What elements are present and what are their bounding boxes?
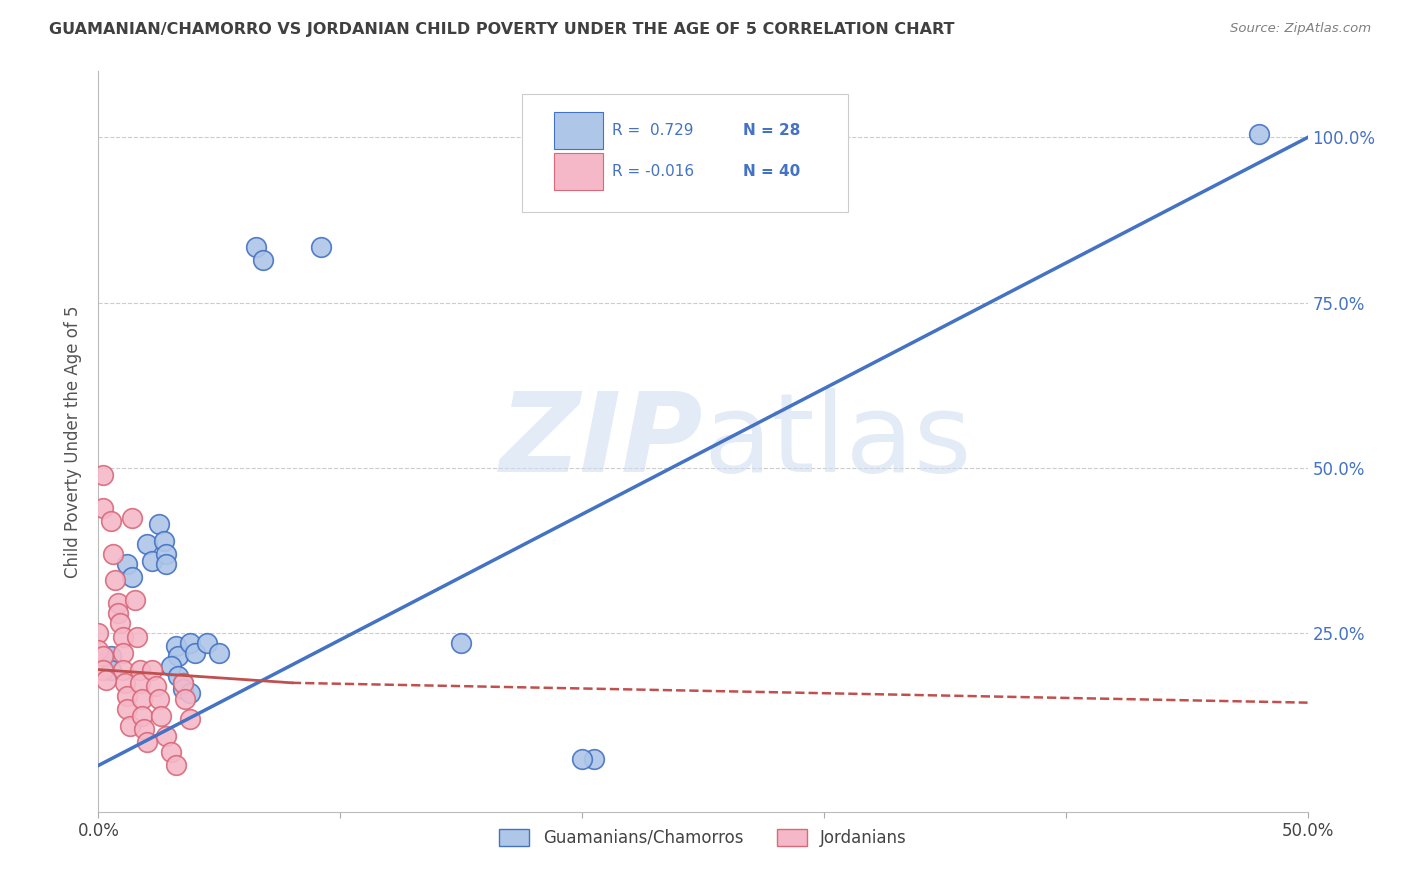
Point <box>111 663 134 677</box>
Point <box>145 679 167 693</box>
Point <box>165 640 187 654</box>
FancyBboxPatch shape <box>522 94 848 212</box>
Point <box>104 574 127 588</box>
Point <box>155 557 177 571</box>
Point <box>252 252 274 267</box>
Text: ZIP: ZIP <box>499 388 703 495</box>
Point <box>160 745 183 759</box>
Point <box>100 514 122 528</box>
Point <box>172 682 194 697</box>
Point <box>135 735 157 749</box>
Point <box>118 719 141 733</box>
Point <box>309 239 332 253</box>
Point <box>208 646 231 660</box>
Point <box>160 659 183 673</box>
Point <box>152 533 174 548</box>
Point <box>1249 127 1271 141</box>
Point <box>179 712 201 726</box>
Text: GUAMANIAN/CHAMORRO VS JORDANIAN CHILD POVERTY UNDER THE AGE OF 5 CORRELATION CHA: GUAMANIAN/CHAMORRO VS JORDANIAN CHILD PO… <box>49 22 955 37</box>
Point <box>91 663 114 677</box>
Point <box>167 649 190 664</box>
Point <box>155 547 177 561</box>
Point <box>148 692 170 706</box>
Point <box>101 547 124 561</box>
Point <box>91 500 114 515</box>
Point <box>100 663 122 677</box>
Point <box>571 752 593 766</box>
Point <box>111 630 134 644</box>
Point <box>131 692 153 706</box>
Point <box>91 467 114 482</box>
Text: N = 28: N = 28 <box>742 123 800 138</box>
Point <box>94 673 117 687</box>
Point <box>450 636 472 650</box>
Point <box>167 669 190 683</box>
Point <box>117 689 139 703</box>
Point <box>141 553 163 567</box>
Point <box>87 626 110 640</box>
Point <box>195 636 218 650</box>
Point <box>148 517 170 532</box>
Point <box>114 675 136 690</box>
FancyBboxPatch shape <box>554 112 603 149</box>
Point <box>124 593 146 607</box>
Point <box>111 646 134 660</box>
Point <box>135 537 157 551</box>
FancyBboxPatch shape <box>554 153 603 190</box>
Text: R = -0.016: R = -0.016 <box>613 164 695 178</box>
Point <box>134 722 156 736</box>
Point <box>131 709 153 723</box>
Point <box>155 729 177 743</box>
Point <box>172 675 194 690</box>
Text: Source: ZipAtlas.com: Source: ZipAtlas.com <box>1230 22 1371 36</box>
Text: atlas: atlas <box>703 388 972 495</box>
Point <box>128 675 150 690</box>
Point <box>179 636 201 650</box>
Point <box>121 570 143 584</box>
Point <box>245 239 267 253</box>
Point <box>150 709 173 723</box>
Point <box>172 675 194 690</box>
Text: N = 40: N = 40 <box>742 164 800 178</box>
Point <box>141 663 163 677</box>
Point <box>184 646 207 660</box>
Point <box>179 686 201 700</box>
Point <box>121 510 143 524</box>
Point <box>107 607 129 621</box>
Point <box>100 649 122 664</box>
Point <box>108 616 131 631</box>
Point <box>165 758 187 772</box>
Legend: Guamanians/Chamorros, Jordanians: Guamanians/Chamorros, Jordanians <box>491 821 915 855</box>
Point <box>107 597 129 611</box>
Point <box>127 630 149 644</box>
Point <box>128 663 150 677</box>
Point <box>117 557 139 571</box>
Y-axis label: Child Poverty Under the Age of 5: Child Poverty Under the Age of 5 <box>65 305 83 578</box>
Point <box>91 649 114 664</box>
Point <box>583 752 606 766</box>
Point <box>174 692 197 706</box>
Point <box>117 702 139 716</box>
Text: R =  0.729: R = 0.729 <box>613 123 693 138</box>
Point <box>87 642 110 657</box>
